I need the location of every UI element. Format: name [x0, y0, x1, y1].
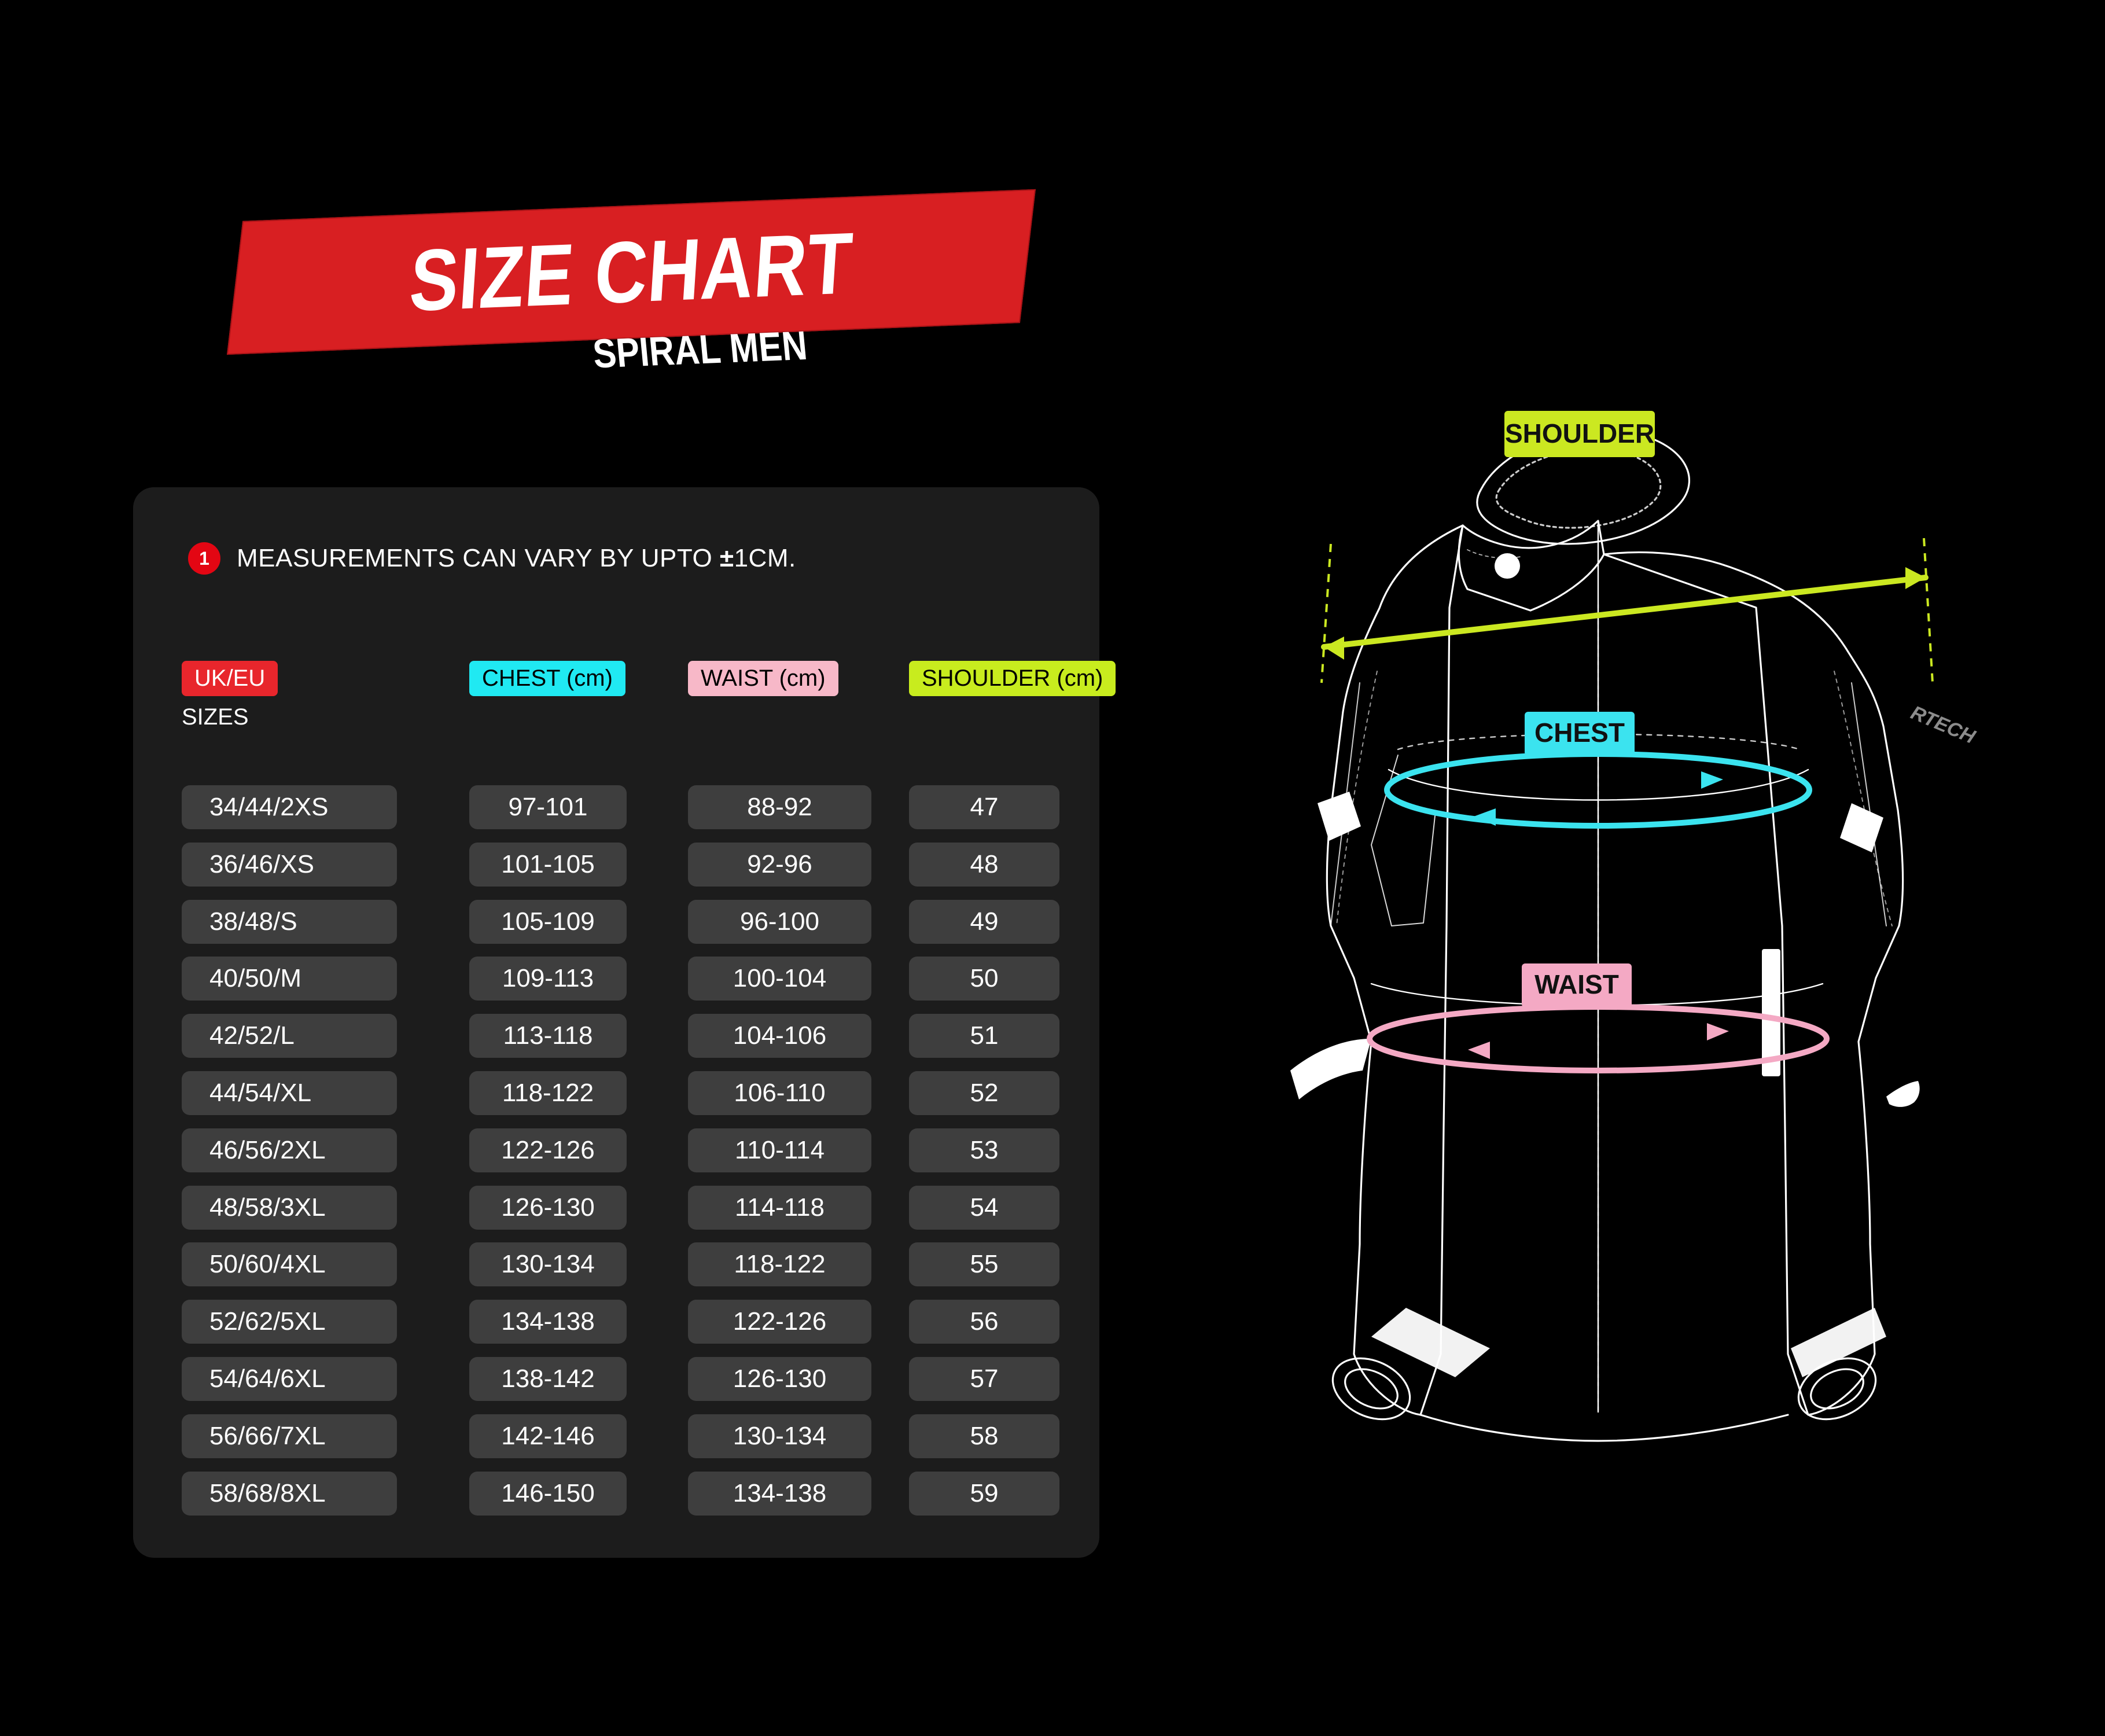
- svg-text:SHOULDER: SHOULDER: [1505, 418, 1654, 448]
- svg-text:WAIST: WAIST: [1534, 969, 1619, 999]
- svg-text:CHEST: CHEST: [1534, 718, 1625, 748]
- svg-text:RTECH: RTECH: [1908, 701, 1979, 748]
